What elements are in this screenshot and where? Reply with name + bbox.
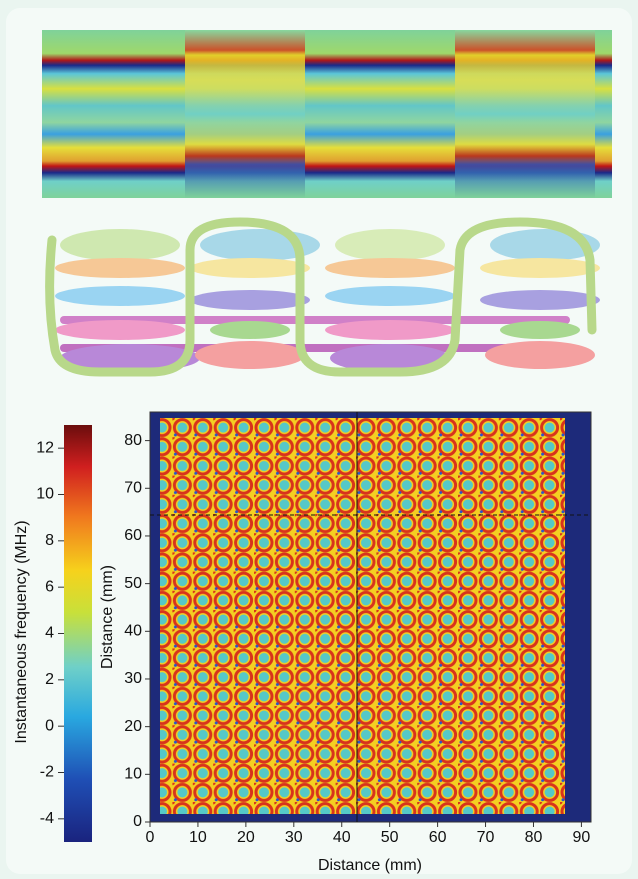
x-tick-label: 40 bbox=[333, 829, 351, 846]
colorbar-tick-label: 10 bbox=[36, 486, 54, 503]
y-tick-label: 60 bbox=[124, 527, 142, 544]
x-tick-label: 30 bbox=[285, 829, 303, 846]
y-tick-label: 80 bbox=[124, 432, 142, 449]
x-tick-label: 10 bbox=[189, 829, 207, 846]
colorbar-tick-label: 8 bbox=[45, 532, 54, 549]
y-tick-label: 50 bbox=[124, 575, 142, 592]
x-tick-label: 50 bbox=[381, 829, 399, 846]
x-axis-label: Distance (mm) bbox=[318, 857, 422, 874]
colorbar-tick-label: 6 bbox=[45, 578, 54, 595]
spectrogram-block bbox=[185, 30, 305, 198]
colorbar-tick-label: 4 bbox=[45, 625, 54, 642]
y-tick-label: 20 bbox=[124, 718, 142, 735]
x-tick-label: 60 bbox=[429, 829, 447, 846]
colorbar-tick-label: 0 bbox=[45, 717, 54, 734]
colorbar-tick-label: -2 bbox=[40, 764, 54, 781]
x-tick-label: 90 bbox=[573, 829, 591, 846]
x-tick-label: 20 bbox=[237, 829, 255, 846]
plot-frame bbox=[149, 411, 592, 823]
colorbar-tick-label: 12 bbox=[36, 439, 54, 456]
y-tick-label: 0 bbox=[133, 813, 142, 830]
y-tick-label: 10 bbox=[124, 766, 142, 783]
colorbar-tick-label: -4 bbox=[40, 810, 54, 827]
x-tick-label: 0 bbox=[146, 829, 155, 846]
x-tick-label: 70 bbox=[477, 829, 495, 846]
spectrogram-block bbox=[455, 30, 595, 198]
colorbar-tick-label: 2 bbox=[45, 671, 54, 688]
illustration bbox=[45, 217, 600, 377]
x-tick-label: 80 bbox=[525, 829, 543, 846]
y-tick-label: 30 bbox=[124, 670, 142, 687]
y-tick-label: 70 bbox=[124, 479, 142, 496]
colorbar-label: Instantaneous frequency (MHz) bbox=[13, 520, 30, 743]
y-tick-label: 40 bbox=[124, 623, 142, 640]
heatmap-image bbox=[160, 418, 565, 814]
colorbar bbox=[64, 425, 92, 842]
y-axis-label: Distance (mm) bbox=[99, 565, 116, 669]
